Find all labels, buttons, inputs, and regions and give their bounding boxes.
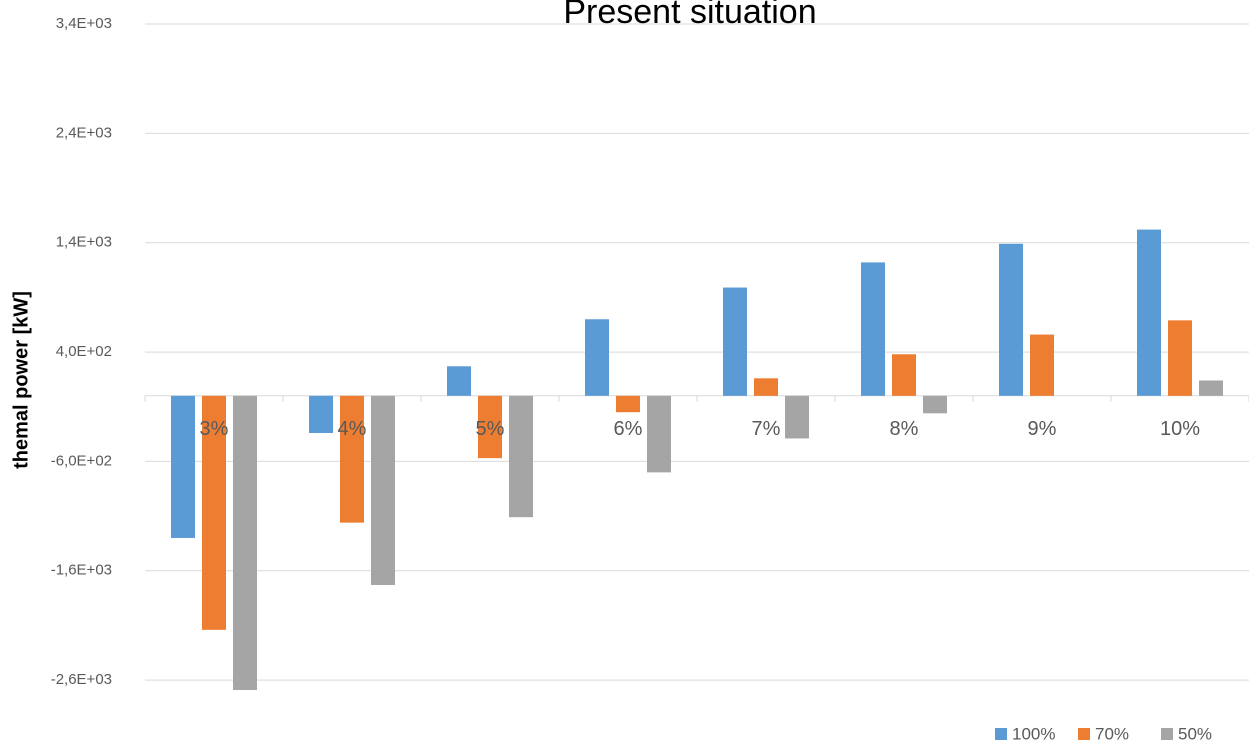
bar	[785, 395, 809, 439]
x-tick-label: 5%	[476, 418, 505, 440]
legend-label: 100%	[1012, 724, 1055, 743]
bar	[892, 354, 916, 396]
bar	[647, 395, 671, 473]
x-tick-label: 10%	[1160, 418, 1200, 440]
y-tick-label: -6,0E+02	[51, 452, 112, 469]
bar	[999, 243, 1023, 396]
bar	[340, 395, 364, 523]
bar	[723, 287, 747, 396]
y-tick-label: -1,6E+03	[51, 562, 112, 579]
bar	[171, 395, 195, 538]
x-tick-label: 9%	[1028, 418, 1057, 440]
chart-title: Present situation	[563, 0, 816, 31]
y-axis-title: themal power [kW]	[10, 291, 32, 469]
bar	[202, 395, 226, 630]
bar	[754, 378, 778, 396]
bar	[923, 395, 947, 414]
y-tick-label: 3,4E+03	[56, 15, 112, 32]
bar	[1030, 334, 1054, 396]
bar	[371, 395, 395, 585]
x-tick-label: 3%	[200, 418, 229, 440]
bar	[616, 395, 640, 413]
y-tick-label: 4,0E+02	[56, 343, 112, 360]
bar	[478, 395, 502, 459]
legend-swatch	[1078, 728, 1090, 740]
legend-swatch	[995, 728, 1007, 740]
x-tick-label: 7%	[752, 418, 781, 440]
bar	[861, 262, 885, 396]
legend-label: 50%	[1178, 724, 1212, 743]
y-tick-label: 2,4E+03	[56, 124, 112, 141]
bar	[1137, 229, 1161, 396]
y-tick-label: 1,4E+03	[56, 234, 112, 251]
x-tick-label: 8%	[890, 418, 919, 440]
x-tick-label: 4%	[338, 418, 367, 440]
bar	[585, 319, 609, 396]
bar	[233, 395, 257, 690]
bar	[1199, 380, 1223, 396]
bar	[447, 366, 471, 396]
bar	[509, 395, 533, 518]
y-tick-label: -2,6E+03	[51, 671, 112, 688]
legend-swatch	[1161, 728, 1173, 740]
bar	[309, 395, 333, 433]
x-tick-label: 6%	[614, 418, 643, 440]
bar	[1168, 320, 1192, 396]
legend-label: 70%	[1095, 724, 1129, 743]
